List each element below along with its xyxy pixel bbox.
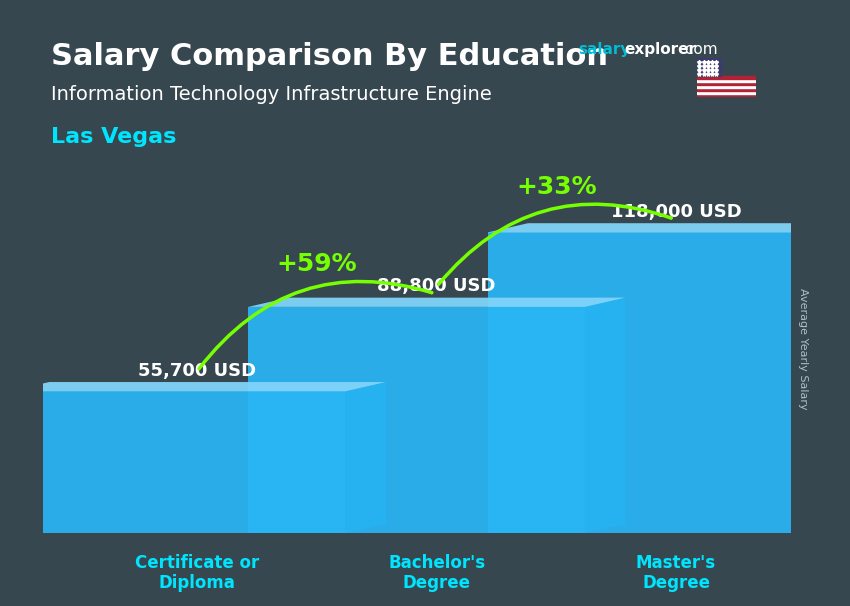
Polygon shape (248, 307, 585, 533)
Text: 118,000 USD: 118,000 USD (610, 203, 741, 221)
Text: Average Yearly Salary: Average Yearly Salary (798, 288, 808, 409)
Text: salary: salary (578, 42, 631, 58)
Bar (697, 58, 721, 76)
Text: +59%: +59% (277, 251, 357, 276)
Polygon shape (585, 298, 626, 533)
Polygon shape (345, 382, 386, 533)
Text: +33%: +33% (516, 175, 597, 199)
Bar (697, 76, 756, 79)
Polygon shape (248, 298, 626, 307)
Text: Bachelor's
Degree: Bachelor's Degree (388, 554, 485, 593)
Text: Certificate or
Diploma: Certificate or Diploma (135, 554, 259, 593)
FancyArrowPatch shape (199, 281, 432, 368)
Text: 88,800 USD: 88,800 USD (377, 278, 496, 295)
Text: Salary Comparison By Education: Salary Comparison By Education (51, 42, 608, 72)
Bar (697, 88, 756, 91)
Bar (697, 94, 756, 97)
Polygon shape (488, 223, 850, 233)
Text: .com: .com (680, 42, 717, 58)
Text: 55,700 USD: 55,700 USD (139, 362, 257, 380)
FancyArrowPatch shape (439, 204, 672, 284)
Polygon shape (8, 391, 345, 533)
Text: explorer: explorer (625, 42, 697, 58)
Bar (697, 82, 756, 85)
Bar (697, 85, 756, 88)
Polygon shape (488, 233, 824, 533)
Text: Master's
Degree: Master's Degree (636, 554, 716, 593)
Polygon shape (8, 382, 386, 391)
Text: Information Technology Infrastructure Engine: Information Technology Infrastructure En… (51, 85, 492, 104)
Bar (697, 79, 756, 82)
Polygon shape (824, 223, 850, 533)
Bar (697, 91, 756, 94)
Text: Las Vegas: Las Vegas (51, 127, 177, 147)
